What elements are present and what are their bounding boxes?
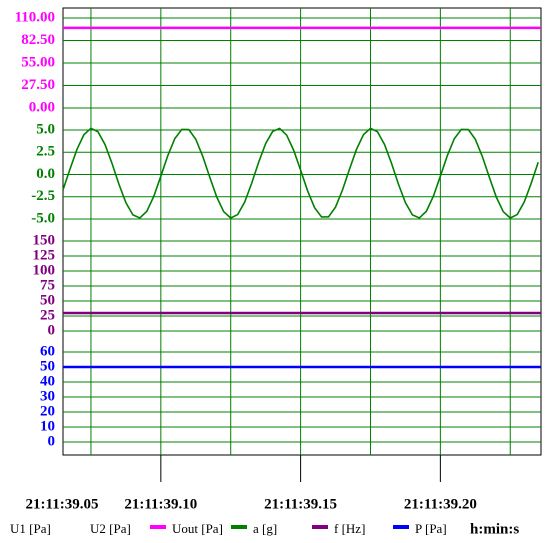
y-tick-label: 55.00 — [21, 54, 55, 70]
y-tick-label: 0 — [48, 322, 56, 338]
y-tick-label: 5.0 — [36, 121, 55, 137]
y-tick-label: 30 — [40, 388, 55, 404]
x-tick-label: 21:11:39.05 — [26, 496, 99, 512]
y-tick-label: 0 — [48, 433, 56, 449]
y-tick-label: 125 — [33, 247, 56, 263]
y-tick-label: 50 — [40, 358, 55, 374]
y-tick-label: 0.00 — [29, 99, 55, 115]
y-tick-label: 40 — [40, 373, 55, 389]
y-tick-label: 100 — [33, 262, 56, 278]
y-tick-label: 10 — [40, 418, 55, 434]
y-tick-label: 60 — [40, 343, 55, 359]
legend-label: f [Hz] — [334, 521, 365, 536]
y-tick-label: 2.5 — [36, 144, 55, 160]
plot-frame — [62, 7, 542, 456]
y-tick-label: 50 — [40, 292, 55, 308]
x-tick-label: 21:11:39.10 — [124, 496, 197, 512]
y-tick-label: 0.0 — [36, 166, 55, 182]
x-tick-label: 21:11:39.20 — [404, 496, 477, 512]
x-axis-label: h:min:s — [470, 521, 519, 537]
legend-label: U1 [Pa] — [10, 521, 51, 536]
legend-label: a [g] — [253, 521, 277, 536]
legend-label: U2 [Pa] — [90, 521, 131, 536]
legend-label: P [Pa] — [415, 521, 447, 536]
y-tick-label: 27.50 — [21, 77, 55, 93]
y-tick-label: -2.5 — [31, 188, 55, 204]
y-tick-label: 82.50 — [21, 32, 55, 48]
y-tick-label: 20 — [40, 403, 55, 419]
y-tick-label: 25 — [40, 307, 55, 323]
legend-label: Uout [Pa] — [172, 521, 223, 536]
y-tick-label: 150 — [33, 232, 56, 248]
x-tick-label: 21:11:39.15 — [264, 496, 337, 512]
y-tick-label: 75 — [40, 277, 55, 293]
y-tick-label: 110.00 — [15, 9, 55, 25]
y-tick-label: -5.0 — [31, 210, 55, 226]
data-line — [62, 127, 539, 219]
